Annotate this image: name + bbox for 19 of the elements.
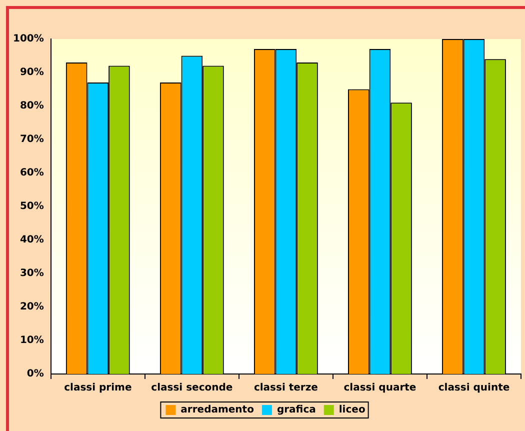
y-tick-label: 50%	[20, 201, 44, 212]
legend-label: grafica	[276, 404, 316, 416]
x-tick-label: classi seconde	[151, 382, 233, 394]
y-tick-label: 0%	[26, 368, 44, 380]
y-tick-label: 80%	[20, 100, 44, 112]
legend-label: arredamento	[180, 404, 254, 416]
x-tick-label: classi quinte	[438, 382, 510, 394]
y-tick-label: 10%	[20, 335, 44, 346]
x-tick-label: classi prime	[64, 382, 132, 394]
y-tick-label: 30%	[20, 268, 44, 280]
x-tick-label: classi terze	[254, 382, 318, 394]
y-tick-label: 40%	[20, 234, 44, 246]
y-tick-label: 90%	[20, 67, 44, 78]
y-tick-label: 60%	[20, 168, 44, 179]
x-tick-label: classi quarte	[344, 382, 416, 394]
y-tick-label: 70%	[20, 134, 44, 146]
y-tick-label: 100%	[12, 34, 44, 45]
y-tick-label: 20%	[20, 302, 44, 313]
legend-label: liceo	[338, 404, 366, 416]
